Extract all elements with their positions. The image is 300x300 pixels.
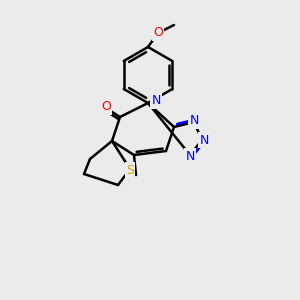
Text: N: N (185, 149, 195, 163)
Text: O: O (101, 100, 111, 113)
Text: N: N (199, 134, 209, 146)
Text: S: S (126, 164, 134, 176)
Text: N: N (151, 94, 161, 107)
Text: O: O (153, 26, 163, 40)
Text: N: N (189, 115, 199, 128)
